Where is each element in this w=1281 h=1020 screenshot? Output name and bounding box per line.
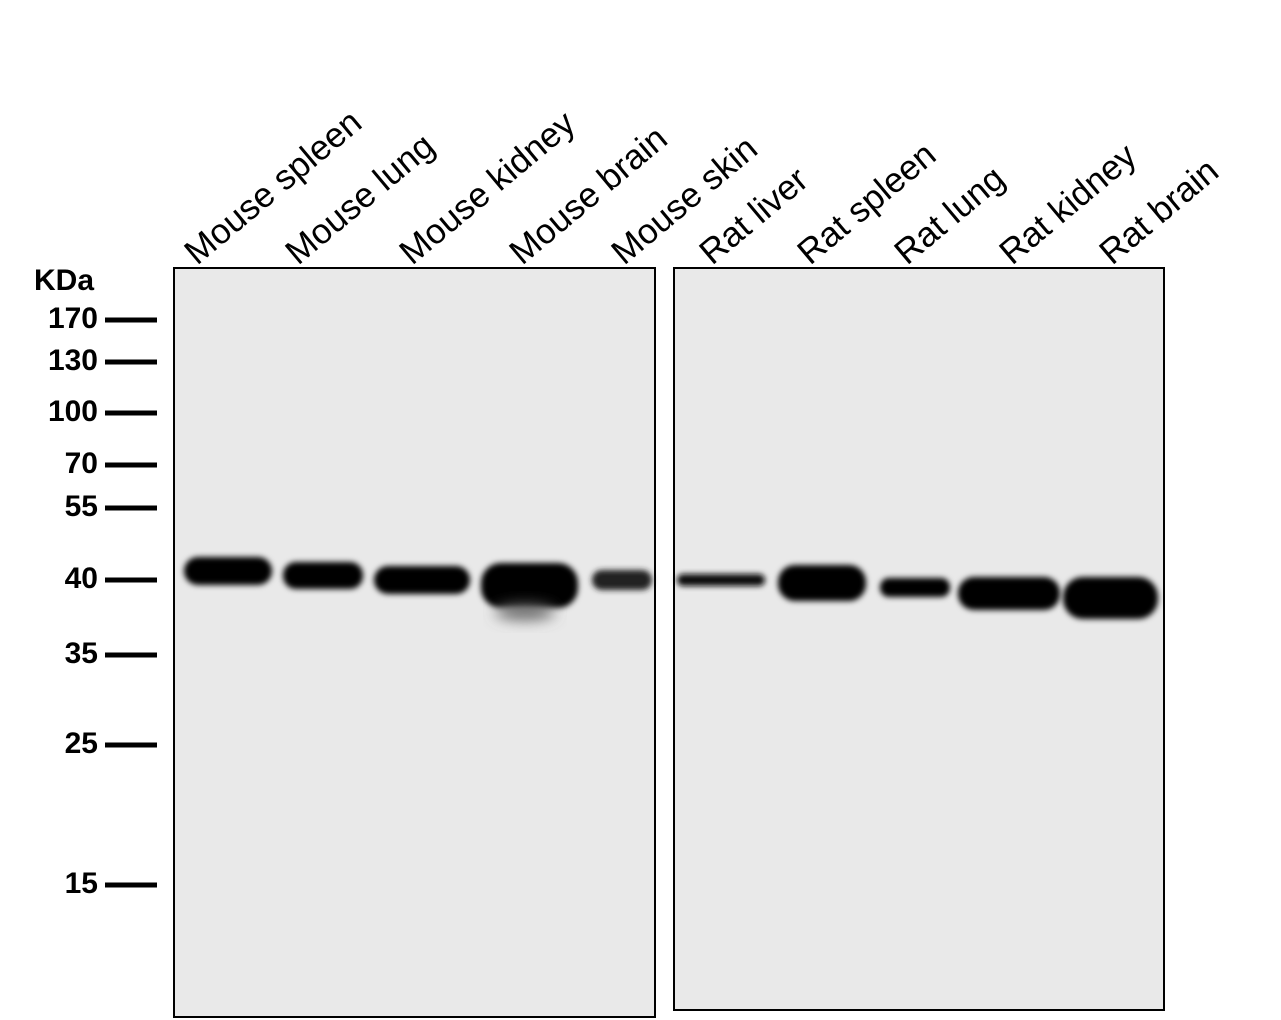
marker-ladder: 170 130 100 70 55 40 35 25 15: [48, 302, 157, 900]
marker-label: 100: [48, 395, 98, 428]
marker-tick: [105, 652, 157, 658]
band-smear: [495, 604, 555, 620]
band: [880, 578, 950, 597]
marker-label: 25: [65, 727, 98, 760]
band: [184, 557, 272, 585]
marker-label: 15: [65, 867, 98, 900]
marker-tick: [105, 462, 157, 468]
band: [481, 563, 578, 608]
lane-label: Mouse spleen: [177, 102, 369, 272]
blot-panel: [173, 267, 656, 1018]
marker-tick: [105, 577, 157, 583]
marker-tick: [105, 742, 157, 748]
band: [778, 565, 866, 601]
marker-tick: [105, 410, 157, 416]
band: [592, 570, 652, 590]
bands: [184, 557, 1158, 620]
band: [677, 574, 765, 586]
band: [958, 577, 1060, 610]
marker-label: 55: [65, 490, 98, 523]
marker-label: 170: [48, 302, 98, 335]
marker-unit: KDa: [34, 264, 94, 297]
band: [374, 566, 470, 594]
marker-tick: [105, 505, 157, 511]
band: [283, 562, 363, 589]
blot-panel: [673, 267, 1165, 1011]
marker-tick: [105, 317, 157, 323]
marker-label: 35: [65, 637, 98, 670]
band: [1063, 577, 1158, 619]
marker-label: 40: [65, 562, 98, 595]
marker-label: 130: [48, 344, 98, 377]
marker-tick: [105, 359, 157, 365]
marker-tick: [105, 882, 157, 888]
marker-label: 70: [65, 447, 98, 480]
